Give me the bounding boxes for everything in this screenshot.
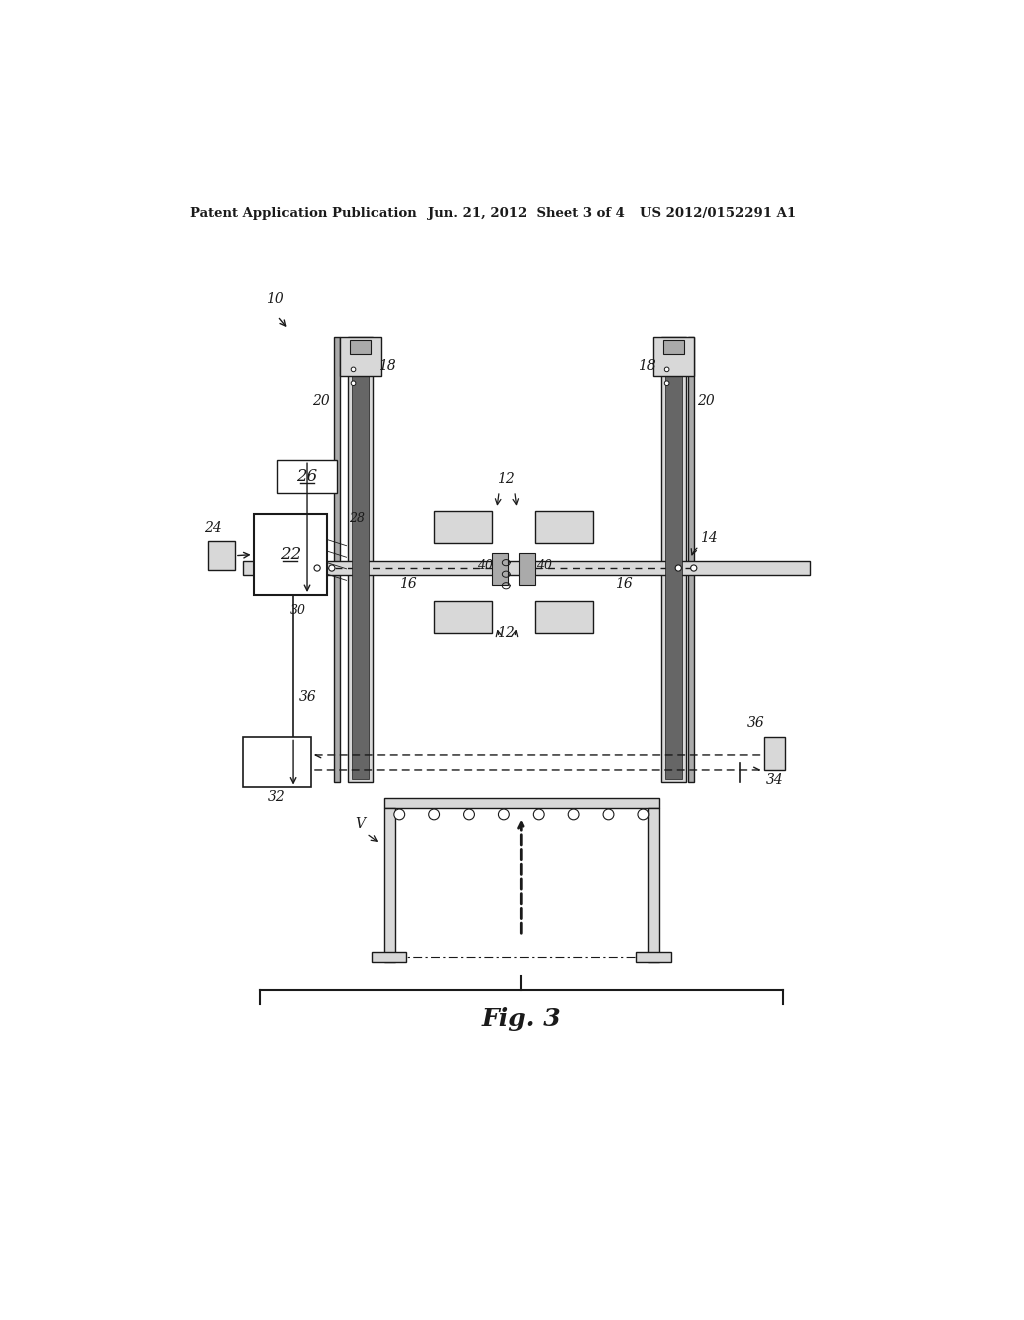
Bar (384, 808, 394, 962)
Text: Patent Application Publication: Patent Application Publication (190, 207, 417, 220)
Bar (243, 738, 311, 788)
Bar (665, 341, 682, 779)
Text: 28: 28 (349, 512, 365, 525)
Bar (653, 337, 693, 376)
Circle shape (499, 809, 509, 820)
Text: 14: 14 (700, 531, 718, 545)
Bar (348, 337, 373, 781)
Bar (384, 797, 658, 808)
Bar (434, 511, 493, 544)
Text: Jun. 21, 2012  Sheet 3 of 4: Jun. 21, 2012 Sheet 3 of 4 (428, 207, 625, 220)
Circle shape (394, 809, 404, 820)
Text: 18: 18 (638, 359, 655, 374)
Bar (493, 553, 508, 585)
Circle shape (638, 809, 649, 820)
Text: 16: 16 (614, 577, 633, 591)
Text: Fig. 3: Fig. 3 (481, 1007, 561, 1031)
Circle shape (351, 367, 356, 372)
Circle shape (534, 809, 544, 820)
Circle shape (464, 809, 474, 820)
Text: 22: 22 (280, 546, 301, 564)
Bar (535, 511, 593, 544)
Text: 24: 24 (204, 521, 222, 535)
Bar (352, 341, 369, 779)
Circle shape (568, 809, 579, 820)
Text: 32: 32 (268, 791, 286, 804)
Text: 36: 36 (299, 690, 317, 705)
Text: 12: 12 (498, 473, 515, 486)
Bar (276, 461, 337, 492)
Bar (764, 738, 785, 770)
Bar (663, 341, 684, 354)
Text: 20: 20 (697, 393, 715, 408)
Bar (254, 513, 328, 595)
Circle shape (329, 565, 335, 572)
Circle shape (314, 565, 321, 572)
Circle shape (429, 809, 439, 820)
Bar (372, 952, 407, 962)
Text: 40: 40 (477, 558, 493, 572)
Text: 12: 12 (498, 627, 515, 640)
Text: 10: 10 (266, 292, 284, 306)
Bar (636, 952, 671, 962)
Bar (340, 337, 381, 376)
Text: US 2012/0152291 A1: US 2012/0152291 A1 (640, 207, 796, 220)
Bar (519, 553, 535, 585)
Circle shape (675, 565, 681, 572)
Circle shape (603, 809, 614, 820)
Bar (243, 561, 810, 576)
Bar (334, 337, 340, 781)
Bar (349, 341, 372, 354)
Bar (208, 541, 234, 570)
Text: 20: 20 (312, 393, 330, 408)
Text: 18: 18 (378, 359, 395, 374)
Text: 40: 40 (537, 558, 552, 572)
Text: 30: 30 (290, 605, 306, 618)
Circle shape (665, 367, 669, 372)
Bar (662, 337, 686, 781)
Circle shape (351, 381, 356, 385)
Bar (648, 808, 658, 962)
Text: V: V (355, 817, 366, 832)
Text: 34: 34 (766, 772, 783, 787)
Bar (535, 601, 593, 634)
Circle shape (690, 565, 697, 572)
Circle shape (665, 381, 669, 385)
Bar (687, 337, 693, 781)
Text: 16: 16 (399, 577, 417, 591)
Bar (434, 601, 493, 634)
Text: 36: 36 (746, 715, 764, 730)
Text: 26: 26 (296, 467, 317, 484)
